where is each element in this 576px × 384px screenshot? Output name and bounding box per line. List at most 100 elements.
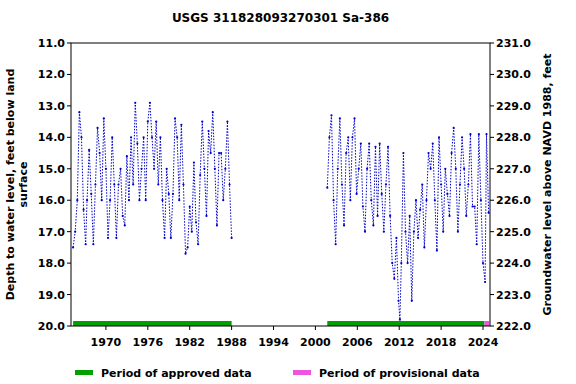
data-point — [444, 168, 446, 170]
y-tick-label: 11.0 — [38, 37, 65, 50]
data-point — [166, 168, 168, 170]
data-point — [224, 168, 226, 170]
data-point — [218, 152, 220, 154]
legend-label: Period of approved data — [101, 367, 252, 380]
data-point — [404, 231, 406, 233]
y-tick-label: 16.0 — [38, 194, 65, 207]
data-point — [153, 168, 155, 170]
data-point — [440, 183, 442, 185]
data-point — [193, 161, 195, 163]
data-point — [117, 183, 119, 185]
data-point — [197, 243, 199, 245]
data-point — [145, 199, 147, 201]
x-tick-label: 1976 — [133, 336, 164, 349]
data-point — [343, 224, 345, 226]
data-point — [482, 262, 484, 264]
x-tick-label: 2012 — [384, 336, 415, 349]
data-point — [425, 199, 427, 201]
x-tick — [441, 326, 442, 330]
data-point — [387, 146, 389, 148]
data-point — [463, 168, 465, 170]
data-point — [423, 246, 425, 248]
plot-frame — [71, 43, 490, 326]
data-point — [330, 114, 332, 116]
data-point — [119, 168, 121, 170]
data-point — [332, 199, 334, 201]
data-point — [85, 243, 87, 245]
y2-tick-label: 223.0 — [496, 289, 531, 302]
data-point — [476, 243, 478, 245]
data-point — [411, 300, 413, 302]
data-point — [442, 231, 444, 233]
y2-tick-label: 229.0 — [496, 100, 531, 113]
data-point — [485, 133, 487, 135]
data-point — [151, 136, 153, 138]
data-point — [448, 215, 450, 217]
data-point — [397, 300, 399, 302]
y-tick-label: 12.0 — [38, 68, 65, 81]
y-tick — [67, 105, 71, 106]
y-tick-label: 13.0 — [38, 100, 65, 113]
data-point — [430, 168, 432, 170]
data-point — [159, 136, 161, 138]
x-tick — [189, 326, 190, 330]
y2-tick — [490, 105, 494, 106]
data-point — [216, 224, 218, 226]
data-point — [96, 127, 98, 129]
data-point — [453, 127, 455, 129]
y2-tick — [490, 74, 494, 75]
data-point — [78, 111, 80, 113]
data-point — [366, 168, 368, 170]
period-bar — [73, 321, 232, 326]
data-point — [92, 243, 94, 245]
data-point — [124, 224, 126, 226]
series-line — [73, 103, 232, 254]
y-tick — [67, 326, 71, 327]
data-point — [427, 152, 429, 154]
data-point — [417, 237, 419, 239]
y-tick-label: 20.0 — [38, 320, 65, 333]
data-point — [180, 124, 182, 126]
data-point — [370, 199, 372, 201]
data-point — [140, 168, 142, 170]
data-point — [214, 168, 216, 170]
data-point — [136, 143, 138, 145]
data-point — [199, 174, 201, 176]
y-tick-label: 14.0 — [38, 131, 65, 144]
data-point — [349, 199, 351, 201]
data-point — [170, 237, 172, 239]
data-point — [413, 231, 415, 233]
y2-tick — [490, 294, 494, 295]
y2-tick-label: 222.0 — [496, 320, 531, 333]
data-point — [474, 205, 476, 207]
data-point — [130, 136, 132, 138]
y2-tick-label: 225.0 — [496, 226, 531, 239]
x-tick-label: 1982 — [174, 336, 205, 349]
x-tick-label: 2000 — [300, 336, 331, 349]
y2-tick-label: 230.0 — [496, 68, 531, 81]
data-point — [228, 183, 230, 185]
data-point — [195, 221, 197, 223]
data-point — [115, 237, 117, 239]
data-point — [99, 152, 101, 154]
data-point — [374, 146, 376, 148]
data-point — [101, 199, 103, 201]
data-point — [362, 205, 364, 207]
data-point — [184, 253, 186, 255]
data-point — [138, 199, 140, 201]
data-point — [372, 224, 374, 226]
data-point — [351, 136, 353, 138]
data-point — [122, 215, 124, 217]
data-point — [461, 136, 463, 138]
data-point — [143, 136, 145, 138]
data-point — [147, 121, 149, 123]
x-tick — [105, 326, 106, 330]
data-point — [478, 133, 480, 135]
y-tick-label: 17.0 — [38, 226, 65, 239]
data-point — [353, 117, 355, 119]
data-point — [450, 152, 452, 154]
x-tick — [483, 326, 484, 330]
data-point — [72, 246, 74, 248]
data-point — [205, 215, 207, 217]
y2-tick — [490, 43, 494, 44]
